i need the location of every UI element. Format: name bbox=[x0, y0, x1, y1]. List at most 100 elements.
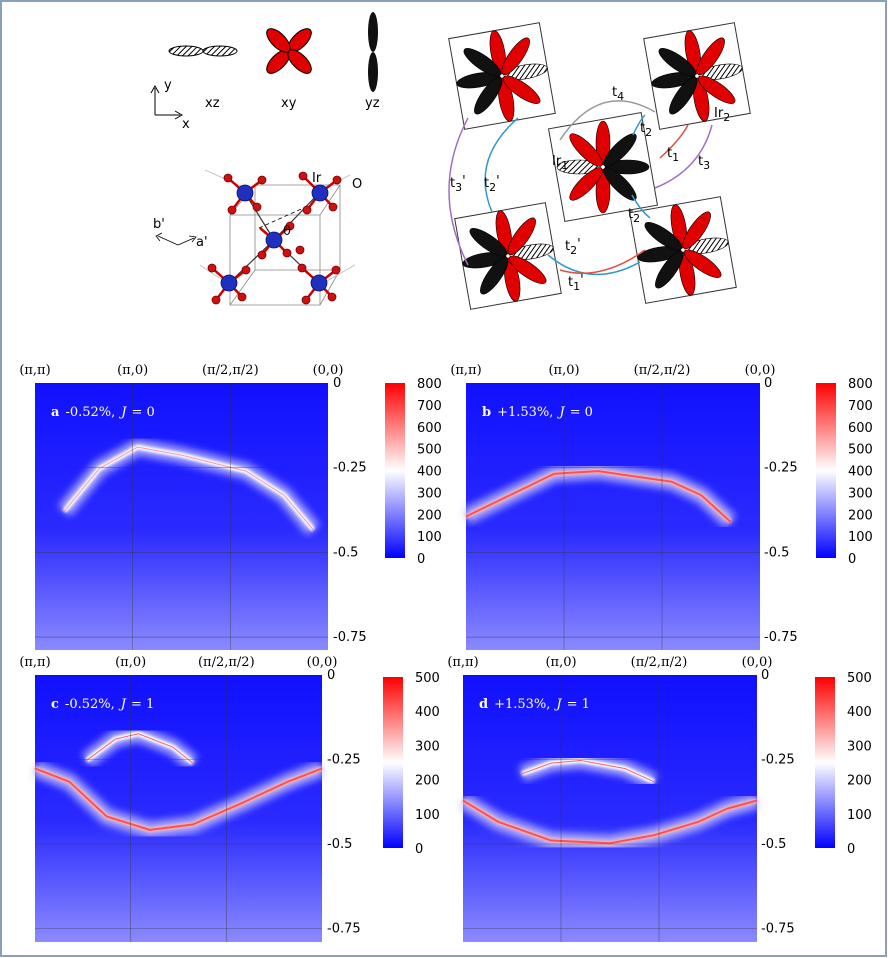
hopping-index: 1 bbox=[672, 151, 679, 164]
atom-label: O bbox=[352, 177, 362, 192]
colorbar-tick-label: 700 bbox=[417, 399, 442, 414]
site-index: 2 bbox=[723, 111, 730, 124]
coupling-symbol: J bbox=[118, 405, 127, 420]
y-tick-label: 0 bbox=[764, 376, 772, 391]
hopping-label: t1 bbox=[667, 146, 679, 164]
colorbar-tick-label: 100 bbox=[847, 808, 872, 823]
hopping-index: 2 bbox=[645, 126, 652, 139]
colorbar-tick-label: 0 bbox=[847, 842, 855, 857]
y-tick-label: -0.75 bbox=[327, 922, 361, 937]
hopping-symbol: t bbox=[565, 239, 570, 254]
strain-label: -0.52%, bbox=[65, 405, 115, 420]
coupling-value: = 1 bbox=[131, 697, 154, 712]
hopping-symbol: t bbox=[640, 121, 645, 136]
y-tick-label: -0.25 bbox=[761, 753, 795, 768]
hopping-symbol: t bbox=[484, 176, 489, 191]
panel-title: d +1.53%, J = 1 bbox=[479, 697, 590, 712]
colorbar-tick-label: 600 bbox=[417, 421, 442, 436]
y-tick-label: -0.75 bbox=[764, 630, 798, 645]
colorbar-tick-label: 700 bbox=[848, 399, 873, 414]
k-point-label: (π,0) bbox=[115, 655, 146, 670]
y-tick-label: -0.75 bbox=[333, 630, 367, 645]
colorbar-tick-label: 300 bbox=[848, 486, 873, 501]
colorbar bbox=[815, 677, 835, 848]
k-point-label: (π,π) bbox=[19, 655, 50, 670]
hopping-label: t3 bbox=[698, 154, 710, 172]
panel-letter: b bbox=[482, 405, 491, 420]
spectral-peak bbox=[34, 767, 323, 831]
k-point-label: (π/2,π/2) bbox=[631, 655, 688, 670]
hopping-symbol: t bbox=[628, 207, 633, 222]
k-point-label: (π,0) bbox=[117, 363, 148, 378]
k-point-label: (π,0) bbox=[548, 363, 579, 378]
colorbar-tick-label: 100 bbox=[415, 808, 440, 823]
y-tick-label: 0 bbox=[333, 376, 341, 391]
hopping-index: 2 bbox=[570, 244, 577, 257]
k-point-label: (π,0) bbox=[545, 655, 576, 670]
spectral-peak bbox=[462, 799, 758, 845]
coupling-value: = 0 bbox=[131, 405, 154, 420]
k-point-label: (π,π) bbox=[447, 655, 478, 670]
hopping-label: t3' bbox=[450, 174, 466, 194]
hopping-symbol: t bbox=[450, 176, 455, 191]
colorbar bbox=[816, 383, 836, 558]
hopping-label: t1' bbox=[568, 273, 584, 293]
coupling-symbol: J bbox=[556, 405, 565, 420]
axis-label: a' bbox=[196, 235, 208, 250]
hopping-symbol: t bbox=[612, 85, 617, 100]
site-label: Ir2 bbox=[714, 106, 730, 124]
k-point-label: (π,π) bbox=[19, 363, 50, 378]
hopping-label: t2 bbox=[628, 207, 640, 225]
colorbar-tick-label: 400 bbox=[847, 705, 872, 720]
panel-title: b +1.53%, J = 0 bbox=[482, 405, 593, 420]
hopping-index: 3 bbox=[703, 159, 710, 172]
y-tick-label: -0.25 bbox=[764, 461, 798, 476]
colorbar-tick-label: 200 bbox=[415, 774, 440, 789]
hopping-label: t2' bbox=[484, 174, 500, 194]
crystal-structure: b' a' θ Ir O bbox=[153, 169, 362, 306]
k-point-label: (π,π) bbox=[450, 363, 481, 378]
k-point-label: (π/2,π/2) bbox=[198, 655, 255, 670]
y-tick-label: -0.5 bbox=[764, 545, 789, 560]
strain-label: +1.53%, bbox=[494, 697, 550, 712]
hopping-symbol: t bbox=[698, 154, 703, 169]
y-tick-label: 0 bbox=[761, 668, 769, 683]
colorbar-tick-label: 600 bbox=[848, 421, 873, 436]
panel-letter: d bbox=[479, 697, 488, 712]
k-point-label: (0,0) bbox=[307, 655, 338, 670]
hopping-prime: ' bbox=[580, 273, 584, 288]
orbital-label: yz bbox=[365, 96, 380, 111]
colorbar-tick-label: 0 bbox=[848, 552, 856, 567]
panel-letter: c bbox=[51, 697, 59, 712]
y-tick-label: -0.75 bbox=[761, 922, 795, 937]
hopping-prime: ' bbox=[462, 174, 466, 189]
colorbar-tick-label: 200 bbox=[847, 774, 872, 789]
y-tick-label: 0 bbox=[327, 668, 335, 683]
y-tick-label: -0.25 bbox=[327, 753, 361, 768]
hopping-label: t2 bbox=[640, 121, 652, 139]
heatmap bbox=[35, 383, 328, 650]
colorbar-tick-label: 300 bbox=[415, 739, 440, 754]
spectrum-panel: 0 -0.25 -0.5 -0.75 (π,π) (π,0) (π/2,π/2) (0,0) c… bbox=[19, 655, 440, 942]
orbital-label: xz bbox=[205, 96, 220, 111]
coupling-symbol: J bbox=[118, 697, 127, 712]
spectrum-panel: 0 -0.25 -0.5 -0.75 (π,π) (π,0) (π/2,π/2) (0,0) b… bbox=[450, 363, 873, 650]
heatmap bbox=[463, 675, 757, 942]
spectrum-panel: 0 -0.25 -0.5 -0.75 (π,π) (π,0) (π/2,π/2) (0,0) a… bbox=[19, 363, 442, 650]
colorbar-tick-label: 500 bbox=[417, 443, 442, 458]
k-point-label: (0,0) bbox=[745, 363, 776, 378]
colorbar-tick-label: 500 bbox=[848, 443, 873, 458]
site-label: Ir1 bbox=[552, 154, 568, 172]
panel-title: a -0.52%, J = 0 bbox=[51, 405, 155, 420]
spectral-peak bbox=[465, 470, 732, 523]
y-tick-label: -0.25 bbox=[333, 461, 367, 476]
axis-label: b' bbox=[153, 217, 165, 232]
colorbar-tick-label: 400 bbox=[415, 705, 440, 720]
colorbar-tick-label: 100 bbox=[848, 530, 873, 545]
heatmap bbox=[466, 383, 760, 650]
colorbar bbox=[385, 383, 405, 558]
hopping-index: 4 bbox=[617, 90, 624, 103]
atom-label: Ir bbox=[312, 171, 322, 186]
hopping-symbol: t bbox=[667, 146, 672, 161]
